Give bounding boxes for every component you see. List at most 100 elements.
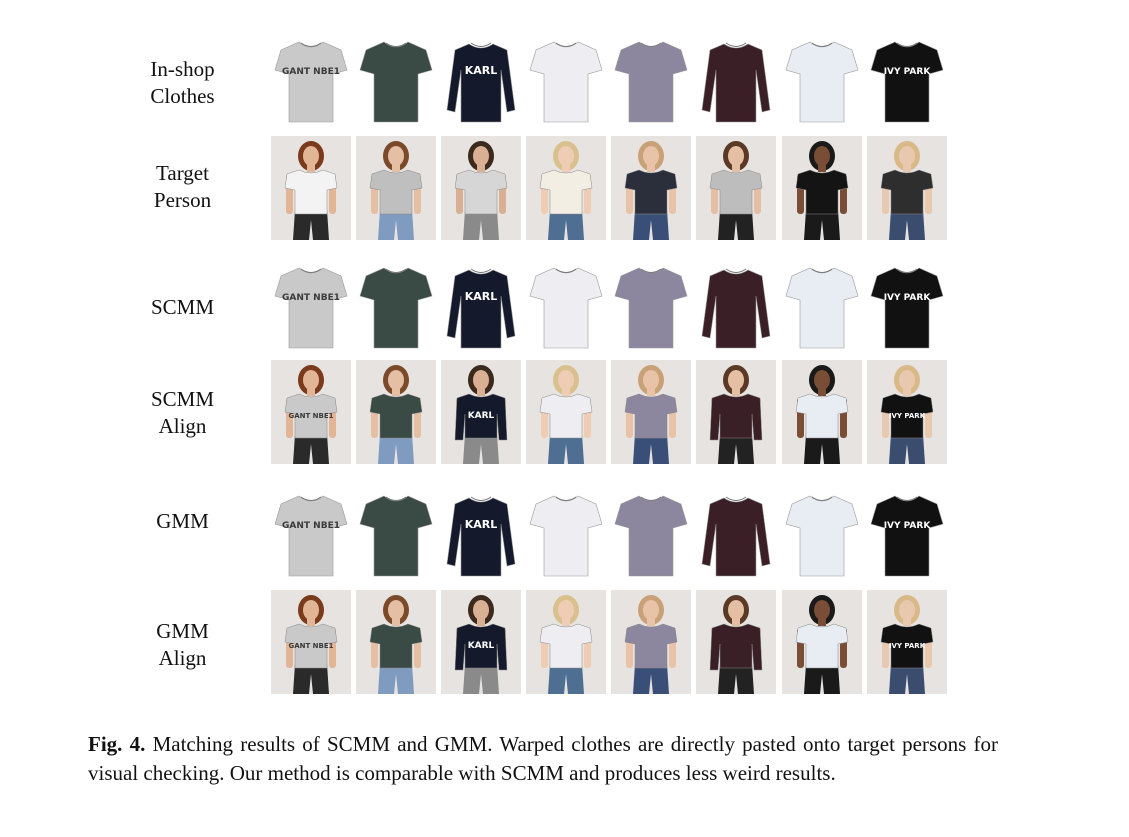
person-photo [867,136,947,240]
garment-image [529,41,603,123]
garment-print-text: GANT NBE1 [282,521,340,531]
garment-cell [782,30,862,134]
person-photo: KARL [441,590,521,694]
garment-image [785,267,859,349]
garment-image [701,42,771,123]
garment-print-text: GANT NBE1 [288,642,333,650]
person-cell [526,360,606,464]
person-cell [356,590,436,694]
row-label-line: Clothes [150,84,215,108]
row-label-line: SCMM [150,387,215,411]
person-photo [782,136,862,240]
garment-print-text: KARL [468,641,495,651]
garment-image: IVY PARK [870,41,944,123]
garment-image [359,267,433,349]
garment-print-text: IVY PARK [889,642,926,650]
row-label: In-shop Clothes [110,56,255,110]
row-label-line: Target [156,161,209,185]
garment-image: IVY PARK [870,267,944,349]
garment-image [359,495,433,577]
row-label-line: GMM [156,509,209,533]
row-label-line: Person [153,188,212,212]
person-photo [356,136,436,240]
person-cell: GANT NBE1 [271,590,351,694]
garment-cell [526,484,606,588]
garment-cell: KARL [441,256,521,360]
caption-text: Matching results of SCMM and GMM. Warped… [88,732,998,785]
row-label: Target Person [110,160,255,214]
person-cell [356,136,436,240]
person-cell [356,360,436,464]
garment-print-text: KARL [465,64,498,77]
person-cell [696,360,776,464]
person-photo [441,136,521,240]
garment-image [614,495,688,577]
person-cell [782,136,862,240]
row-label-line: SCMM [150,295,215,319]
garment-print-text: IVY PARK [889,412,926,420]
garment-image [785,41,859,123]
person-photo: IVY PARK [867,590,947,694]
person-cell: KARL [441,590,521,694]
garment-print-text: IVY PARK [884,521,932,531]
person-cell [526,590,606,694]
person-photo [526,590,606,694]
person-cell [696,136,776,240]
garment-print-text: KARL [465,518,498,531]
person-cell [611,590,691,694]
person-photo [271,136,351,240]
person-cell [867,136,947,240]
row-label: SCMM Align [110,386,255,440]
garment-print-text: IVY PARK [884,67,932,77]
garment-print-text: IVY PARK [884,293,932,303]
person-cell [782,360,862,464]
person-photo [611,136,691,240]
garment-cell: IVY PARK [867,30,947,134]
garment-image [701,268,771,349]
garment-cell [356,256,436,360]
garment-image: GANT NBE1 [274,495,348,577]
garment-print-text: KARL [465,290,498,303]
person-photo [696,136,776,240]
figure-caption: Fig. 4. Matching results of SCMM and GMM… [88,730,998,788]
person-photo [526,136,606,240]
garment-cell [611,484,691,588]
garment-cell [696,484,776,588]
garment-print-text: GANT NBE1 [288,412,333,420]
garment-cell: KARL [441,484,521,588]
person-photo: KARL [441,360,521,464]
garment-cell [611,30,691,134]
garment-cell: IVY PARK [867,256,947,360]
person-cell: IVY PARK [867,360,947,464]
garment-cell [782,484,862,588]
garment-cell: GANT NBE1 [271,484,351,588]
garment-cell: GANT NBE1 [271,256,351,360]
person-cell [696,590,776,694]
garment-image [529,495,603,577]
row-label-line: Align [158,414,207,438]
garment-cell [611,256,691,360]
person-cell: GANT NBE1 [271,360,351,464]
person-cell [526,136,606,240]
person-photo: GANT NBE1 [271,360,351,464]
garment-image [785,495,859,577]
person-photo [356,360,436,464]
figure-label: Fig. 4. [88,732,146,756]
garment-cell [696,30,776,134]
row-label-line: In-shop [150,57,215,81]
person-photo [782,360,862,464]
garment-image [529,267,603,349]
person-photo [782,590,862,694]
row-label-line: GMM [156,619,209,643]
garment-cell [526,30,606,134]
person-photo [696,360,776,464]
garment-print-text: KARL [468,411,495,421]
row-label: SCMM [110,294,255,321]
person-photo [696,590,776,694]
row-label: GMM Align [110,618,255,672]
row-label-line: Align [158,646,207,670]
person-photo [611,590,691,694]
garment-print-text: GANT NBE1 [282,67,340,77]
garment-image: IVY PARK [870,495,944,577]
garment-image: KARL [446,268,516,349]
